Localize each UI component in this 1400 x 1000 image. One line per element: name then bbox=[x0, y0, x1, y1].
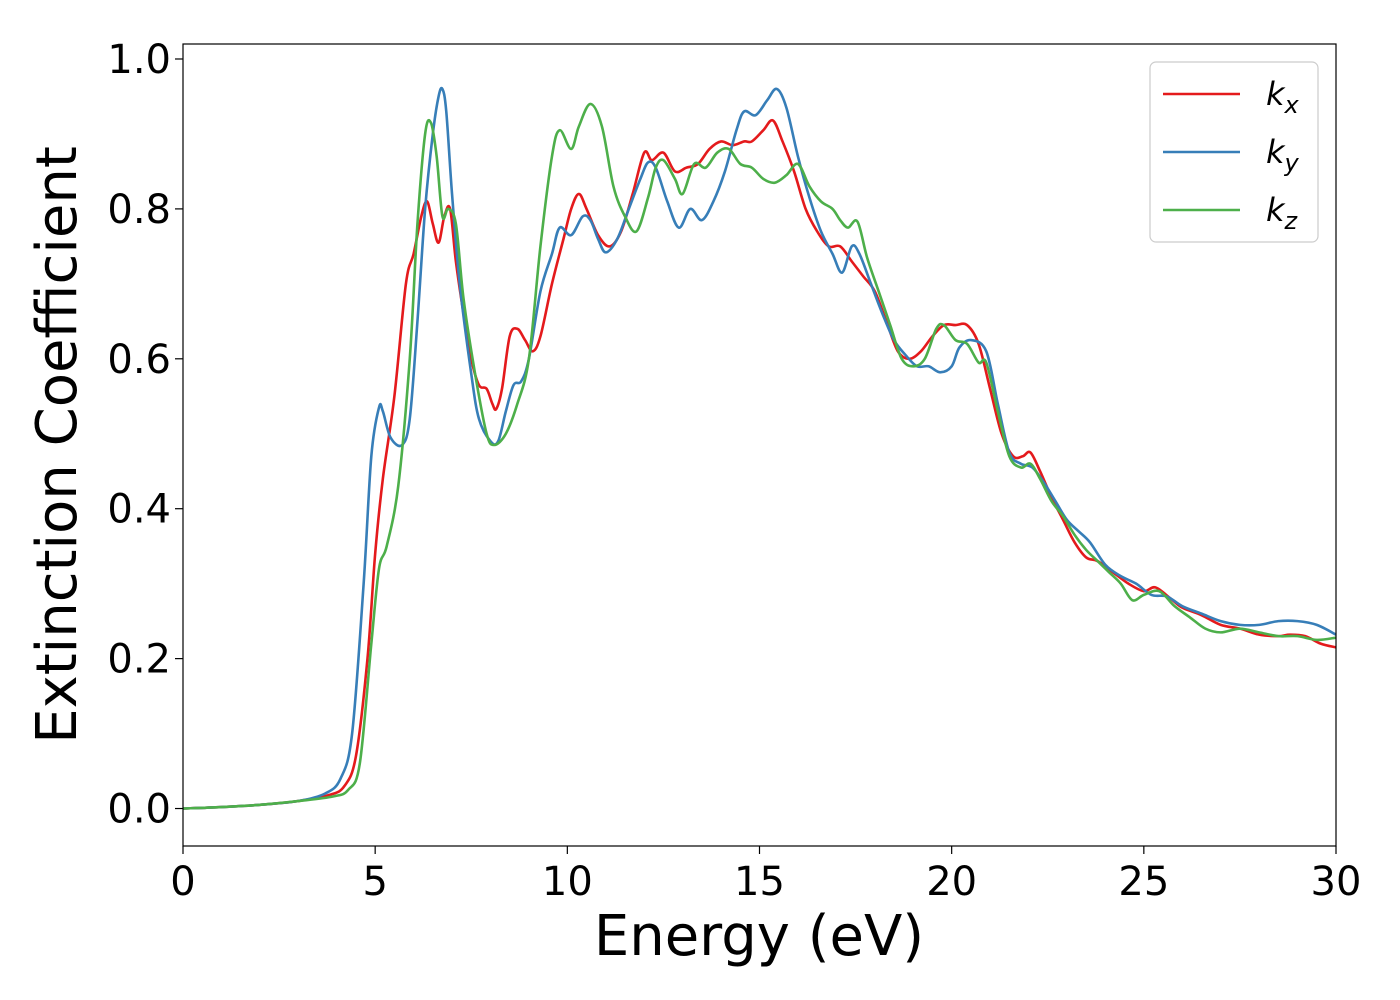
legend-label-subscript: x bbox=[1284, 91, 1300, 119]
y-tick-label: 0.2 bbox=[107, 637, 171, 683]
series-layer bbox=[183, 86, 1336, 810]
x-tick-label: 5 bbox=[362, 859, 387, 905]
series-line-kz bbox=[183, 102, 1336, 810]
x-axis-ticks: 0 5 10 15 20 25 30 bbox=[170, 846, 1361, 905]
y-tick-label: 0.8 bbox=[107, 187, 171, 233]
series-line-kx bbox=[183, 118, 1336, 810]
x-tick-label: 10 bbox=[542, 859, 593, 905]
x-tick-label: 25 bbox=[1118, 859, 1169, 905]
legend-label-subscript: y bbox=[1284, 149, 1300, 177]
y-axis-ticks: 0.0 0.2 0.4 0.6 0.8 1.0 bbox=[107, 37, 183, 833]
x-axis-label: Energy (eV) bbox=[594, 904, 924, 969]
legend-label-ky: ky bbox=[1266, 133, 1300, 177]
legend-label-subscript: z bbox=[1284, 207, 1299, 235]
x-tick-label: 0 bbox=[170, 859, 195, 905]
x-tick-label: 15 bbox=[734, 859, 785, 905]
legend-label-main: k bbox=[1266, 191, 1286, 229]
y-tick-label: 0.0 bbox=[107, 787, 171, 833]
legend-label-kx: kx bbox=[1266, 75, 1300, 119]
y-tick-label: 0.6 bbox=[107, 337, 171, 383]
y-axis-label: Extinction Coefficient bbox=[25, 146, 90, 744]
x-tick-label: 30 bbox=[1311, 859, 1362, 905]
y-tick-label: 1.0 bbox=[107, 37, 171, 83]
y-tick-label: 0.4 bbox=[107, 487, 171, 533]
x-tick-label: 20 bbox=[926, 859, 977, 905]
legend-label-main: k bbox=[1266, 133, 1286, 171]
legend-label-main: k bbox=[1266, 75, 1286, 113]
legend-label-kz: kz bbox=[1266, 191, 1299, 235]
